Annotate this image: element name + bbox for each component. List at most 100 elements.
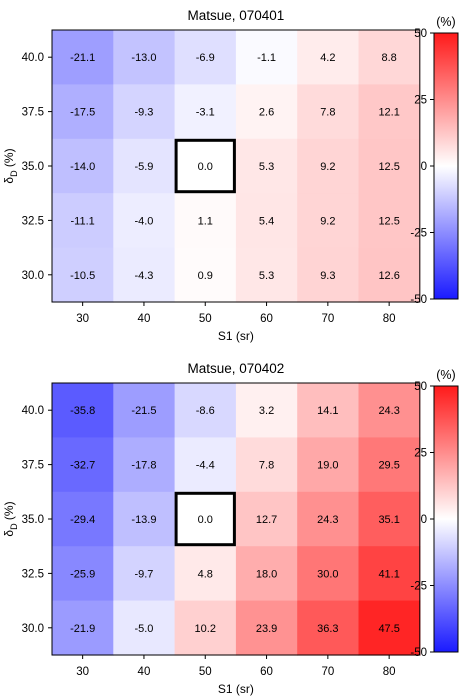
heatmap-cell	[174, 383, 237, 438]
y-axis-label: δD (%)	[2, 148, 19, 183]
heatmap-cell	[297, 437, 360, 493]
cell-value-label: 7.8	[320, 107, 335, 119]
cell-value-label: 12.1	[378, 107, 399, 119]
cell-value-label: -25.9	[70, 568, 95, 580]
cell-value-label: 9.2	[320, 161, 335, 173]
heatmap-cell	[235, 491, 298, 547]
y-tick-label: 37.5	[22, 107, 44, 119]
heatmap-cell	[235, 138, 298, 194]
heatmap-cell	[235, 437, 298, 493]
colorbar-unit-label: (%)	[436, 15, 455, 29]
cell-value-label: -9.7	[134, 568, 153, 580]
heatmap-cell	[358, 491, 421, 547]
colorbar-tick-label: 0	[421, 161, 427, 173]
colorbar-tick-label: -25	[410, 228, 427, 240]
colorbar-tick-label: 50	[414, 381, 427, 393]
colorbar-tick-label: 50	[414, 28, 427, 40]
cell-value-label: 47.5	[378, 623, 399, 635]
heatmap-cell	[358, 600, 421, 656]
y-tick-label: 30.0	[22, 623, 44, 635]
heatmap-panel-2: Matsue, 070402 -35.8 -21.5 -8.6 3.2 14.1 24.3 -…	[2, 361, 459, 696]
heatmap-cell	[297, 491, 360, 547]
heatmap-cell	[113, 383, 176, 438]
reference-cell-highlight	[174, 491, 236, 547]
cell-value-label: -21.5	[131, 405, 156, 417]
chart-title: Matsue, 070402	[187, 361, 284, 376]
heatmap-cell	[174, 491, 237, 547]
cell-value-label: -10.5	[70, 270, 95, 282]
heatmap-cell	[52, 247, 114, 303]
heatmap-cell	[113, 546, 176, 602]
heatmap-panel-1: Matsue, 070401 -21.1 -13.0 -6.9 -1.1 4.2 8.8 -1…	[2, 8, 459, 343]
heatmap-cell	[52, 30, 114, 85]
heatmap-cell	[52, 600, 114, 656]
heatmap-cell	[235, 84, 298, 140]
x-tick-label: 70	[321, 313, 334, 325]
cell-value-label: 7.8	[259, 460, 274, 472]
heatmap-cell	[174, 84, 237, 140]
cell-value-label: 10.2	[195, 623, 216, 635]
heatmap-cell	[52, 546, 114, 602]
x-axis-label: S1 (sr)	[218, 329, 254, 343]
colorbar-tick-label: -25	[410, 581, 427, 593]
heatmap-cell	[174, 193, 237, 249]
cell-value-label: 18.0	[256, 568, 277, 580]
x-tick-label: 70	[321, 666, 334, 678]
y-tick-label: 37.5	[22, 460, 44, 472]
heatmap-cell	[174, 138, 237, 194]
cell-value-label: -4.4	[196, 460, 215, 472]
x-tick-label: 30	[76, 313, 89, 325]
cell-value-label: 5.3	[259, 161, 274, 173]
heatmap-cell	[297, 138, 360, 194]
cell-value-label: 14.1	[317, 405, 338, 417]
heatmap-cell	[235, 193, 298, 249]
colorbar-tick-label: 25	[414, 95, 427, 107]
heatmap-cell	[297, 600, 360, 656]
heatmap-cell	[358, 546, 421, 602]
cell-value-label: -17.5	[70, 107, 95, 119]
heatmap-cell	[358, 138, 421, 194]
heatmap-cell	[113, 600, 176, 656]
heatmap-cell	[113, 247, 176, 303]
cell-value-label: 4.2	[320, 52, 335, 64]
cell-value-label: 3.2	[259, 405, 274, 417]
cell-value-label: -21.9	[70, 623, 95, 635]
cell-value-label: 0.0	[198, 161, 213, 173]
heatmap-cell	[297, 383, 360, 438]
reference-cell-highlight	[174, 138, 236, 194]
heatmap-cell	[235, 383, 298, 438]
heatmap-cell	[235, 247, 298, 303]
x-tick-label: 30	[76, 666, 89, 678]
heatmap-cell	[113, 138, 176, 194]
x-tick-label: 80	[383, 313, 396, 325]
colorbar-tick-label: -50	[410, 647, 427, 659]
heatmap-cell	[174, 546, 237, 602]
cell-value-label: 9.2	[320, 215, 335, 227]
heatmap-cell	[174, 247, 237, 303]
chart-title: Matsue, 070401	[187, 8, 284, 23]
cell-value-label: -35.8	[70, 405, 95, 417]
y-tick-label: 40.0	[22, 405, 44, 417]
heatmap-cell	[235, 30, 298, 85]
cell-value-label: 19.0	[317, 460, 338, 472]
y-axis-label: δD (%)	[2, 501, 19, 536]
colorbar-unit-label: (%)	[436, 368, 455, 382]
colorbar-tick-label: 0	[421, 514, 427, 526]
cell-value-label: -21.1	[70, 52, 95, 64]
cell-value-label: 24.3	[378, 405, 399, 417]
cell-value-label: -29.4	[70, 514, 95, 526]
heatmap-cell	[358, 193, 421, 249]
heatmap-cell	[358, 30, 421, 85]
cell-value-label: -14.0	[70, 161, 95, 173]
x-tick-label: 60	[260, 313, 273, 325]
heatmap-cell	[297, 247, 360, 303]
heatmap-cell	[174, 30, 237, 85]
cell-value-label: 41.1	[378, 568, 399, 580]
cell-value-label: -4.0	[134, 215, 153, 227]
cell-value-label: -11.1	[71, 215, 95, 227]
cell-value-label: -5.0	[134, 623, 153, 635]
cell-value-label: 36.3	[317, 623, 338, 635]
y-tick-label: 35.0	[22, 161, 44, 173]
y-tick-label: 40.0	[22, 52, 44, 64]
cell-value-label: 12.6	[378, 270, 399, 282]
